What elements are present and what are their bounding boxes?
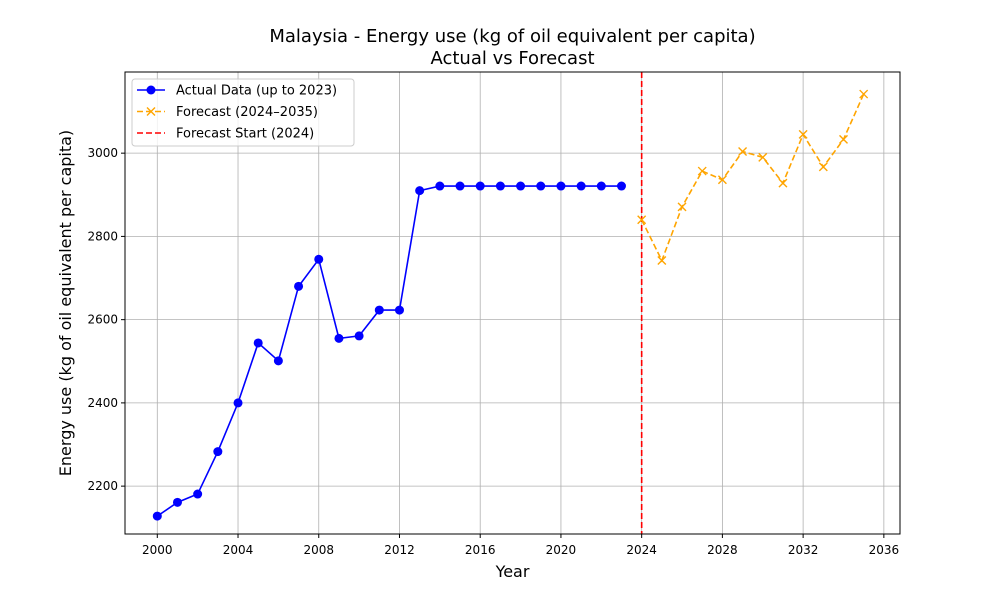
x-axis-ticks: 2000 2004 2008 2012 2016 2020 2024 2028 2032 2036 (142, 534, 899, 557)
data-point (798, 129, 808, 139)
legend-marker (146, 85, 156, 95)
data-point (516, 181, 526, 191)
data-point (697, 166, 707, 176)
data-point (233, 398, 243, 408)
data-point (758, 152, 768, 162)
data-point (334, 333, 344, 343)
data-point (596, 181, 606, 191)
x-tick-label: 2020 (546, 543, 577, 557)
legend-marker (146, 107, 156, 116)
data-point (677, 202, 687, 212)
data-series (152, 89, 869, 521)
legend-entry: Actual Data (up to 2023) (137, 84, 337, 99)
data-point (475, 181, 485, 191)
series-line-1 (640, 93, 865, 263)
data-point (273, 356, 283, 366)
x-axis-label: Year (495, 562, 530, 581)
legend-frame (131, 78, 355, 147)
y-axis-label: Energy use (kg of oil equivalent per cap… (56, 130, 75, 476)
y-tick-label: 2800 (87, 229, 118, 243)
y-tick-label: 2400 (87, 396, 118, 410)
data-point (415, 186, 425, 196)
legend-entry: Forecast (2024–2035) (137, 105, 318, 120)
data-point (536, 181, 546, 191)
chart-subtitle: Actual vs Forecast (430, 48, 594, 69)
data-point (859, 89, 869, 99)
data-point (394, 305, 404, 315)
x-tick-label: 2024 (626, 543, 657, 557)
data-point (374, 305, 384, 315)
data-point (294, 281, 304, 291)
data-point (435, 181, 445, 191)
y-tick-label: 2200 (87, 479, 118, 493)
legend: Actual Data (up to 2023) Forecast (2024–2… (131, 78, 355, 147)
data-point (637, 215, 647, 225)
data-point (495, 181, 505, 191)
data-point (455, 181, 465, 191)
legend-label: Actual Data (up to 2023) (176, 84, 337, 99)
legend-label: Forecast Start (2024) (176, 127, 314, 142)
data-point (314, 254, 324, 264)
data-point (354, 331, 364, 341)
data-point (838, 134, 848, 144)
y-tick-label: 3000 (87, 146, 118, 160)
data-point (152, 511, 162, 521)
plot-area-frame (124, 71, 901, 535)
x-tick-label: 2000 (142, 543, 173, 557)
x-tick-label: 2036 (869, 543, 900, 557)
x-tick-label: 2032 (788, 543, 819, 557)
legend-label: Forecast (2024–2035) (176, 105, 318, 120)
data-point (657, 256, 667, 266)
data-point (818, 162, 828, 172)
legend-entry: Forecast Start (2024) (137, 127, 314, 142)
data-point (717, 175, 727, 185)
data-point (193, 489, 203, 499)
y-axis-ticks: 2200 2400 2600 2800 3000 (87, 146, 125, 493)
x-tick-label: 2004 (223, 543, 254, 557)
data-point (738, 147, 748, 156)
data-point (576, 181, 586, 191)
x-tick-label: 2016 (465, 543, 496, 557)
x-tick-label: 2012 (384, 543, 415, 557)
data-point (556, 181, 566, 191)
data-point (778, 178, 788, 188)
chart-title: Malaysia - Energy use (kg of oil equival… (269, 26, 755, 47)
x-tick-label: 2008 (303, 543, 334, 557)
x-tick-label: 2028 (707, 543, 738, 557)
data-point (253, 338, 263, 348)
data-point (213, 447, 223, 457)
data-point (172, 497, 182, 507)
grid-lines (125, 72, 900, 534)
data-point (616, 181, 626, 191)
y-tick-label: 2600 (87, 313, 118, 327)
